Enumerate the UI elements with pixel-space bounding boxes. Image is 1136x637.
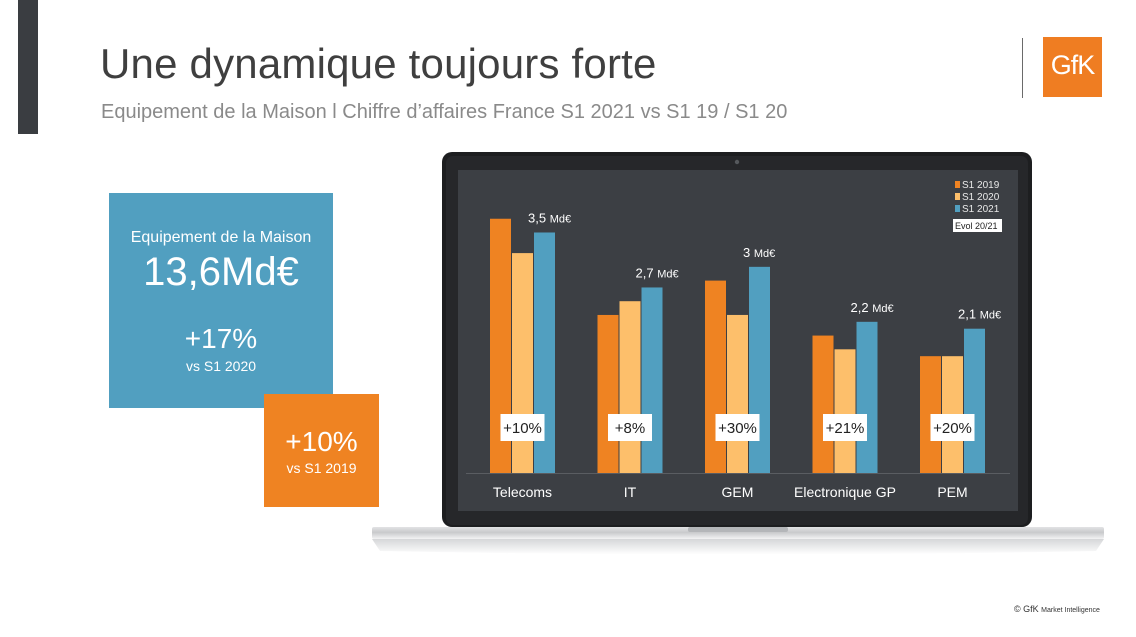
- evol-label-box: [500, 414, 545, 441]
- legend-label: S1 2020: [962, 192, 1000, 203]
- bar: [856, 321, 878, 473]
- bar-value-number: 2,1: [958, 307, 980, 322]
- legend-swatch: [955, 181, 960, 188]
- legend-evol-box: [953, 219, 1002, 232]
- bar: [705, 280, 726, 473]
- page-subtitle: Equipement de la Maison l Chiffre d’affa…: [101, 101, 788, 123]
- evol-label: +8%: [615, 420, 645, 437]
- bar-value-label: 3,5 Md€: [528, 210, 571, 225]
- bar: [490, 218, 511, 473]
- kpi-main-growth-ref: vs S1 2020: [185, 358, 257, 374]
- kpi-secondary-card: +10% vs S1 2019: [264, 394, 379, 507]
- laptop-camera: [734, 159, 740, 165]
- evol-label: +30%: [718, 420, 757, 437]
- bar: [597, 314, 619, 473]
- evol-label: +20%: [933, 420, 972, 437]
- bar-value-label: 2,1 Md€: [958, 307, 1001, 322]
- bar: [619, 301, 641, 473]
- category-label: PEM: [937, 484, 967, 500]
- page-title: Une dynamique toujours forte: [100, 40, 657, 87]
- category-label: Electronique GP: [794, 484, 896, 500]
- bar: [727, 314, 748, 473]
- bar-value-unit: Md€: [550, 213, 571, 225]
- bar: [534, 232, 555, 473]
- bar-value-number: 3: [743, 245, 754, 260]
- bar-value-label: 2,7 Md€: [636, 265, 679, 280]
- bar: [812, 335, 834, 473]
- accent-bar: [18, 0, 38, 134]
- evol-label-box: [608, 414, 652, 441]
- bar: [641, 287, 663, 473]
- gfk-logo-text: GfK: [1050, 50, 1096, 80]
- kpi-main-label: Equipement de la Maison: [130, 229, 312, 246]
- category-label: GEM: [722, 484, 754, 500]
- bar-value-number: 2,7: [636, 265, 658, 280]
- gfk-logo: GfK: [1043, 37, 1102, 97]
- bar-value-unit: Md€: [980, 310, 1001, 322]
- evol-label-box: [930, 414, 975, 441]
- logo-divider: [1022, 38, 1023, 98]
- kpi-main-card: Equipement de la Maison 13,6Md€ +17% vs …: [109, 193, 333, 408]
- bar-value-unit: Md€: [657, 268, 678, 280]
- evol-label: +10%: [503, 420, 542, 437]
- evol-label-box: [823, 414, 867, 441]
- bar-value-label: 2,2 Md€: [851, 300, 894, 315]
- bar-value-number: 3,5: [528, 210, 550, 225]
- footer-sub: Market Intelligence: [1041, 607, 1100, 614]
- bar: [749, 266, 770, 473]
- laptop-base: [372, 527, 1104, 539]
- bar: [964, 328, 985, 473]
- category-label: Telecoms: [493, 484, 552, 500]
- legend-label: S1 2019: [962, 180, 1000, 191]
- laptop-base-lip: [372, 539, 1104, 555]
- kpi-main-value: 13,6Md€: [143, 250, 299, 294]
- legend-swatch: [955, 205, 960, 212]
- evol-label-box: [715, 414, 760, 441]
- bar: [834, 349, 856, 473]
- bar-value-number: 2,2: [851, 300, 873, 315]
- kpi-main-growth: +17%: [184, 323, 258, 354]
- legend-evol-label: Evol 20/21: [955, 221, 998, 231]
- legend-swatch: [955, 193, 960, 200]
- kpi-secondary-growth: +10%: [285, 426, 358, 457]
- bar-value-unit: Md€: [872, 303, 893, 315]
- footer-copyright: © GfK Market Intelligence: [1014, 604, 1100, 614]
- category-label: IT: [624, 484, 637, 500]
- footer-brand: © GfK: [1014, 604, 1039, 614]
- bar-value-label: 3 Md€: [743, 245, 775, 260]
- evol-label: +21%: [826, 420, 865, 437]
- kpi-secondary-growth-ref: vs S1 2019: [286, 460, 357, 476]
- bar-value-unit: Md€: [754, 248, 775, 260]
- legend-label: S1 2021: [962, 204, 1000, 215]
- laptop-notch: [688, 527, 788, 532]
